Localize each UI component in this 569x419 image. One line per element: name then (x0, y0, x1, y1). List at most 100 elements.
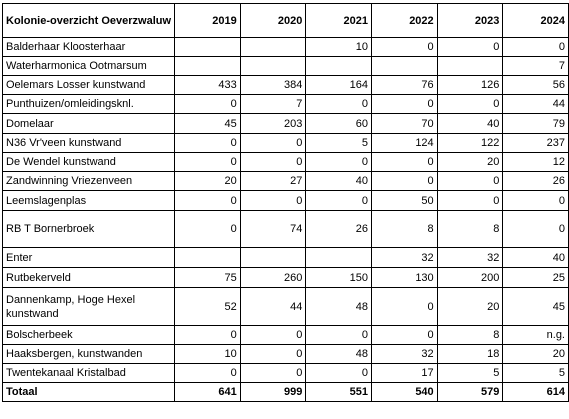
table-row: Leemslagenplas 0 0 0 50 0 0 (1, 190, 569, 211)
total-cell: 540 (371, 382, 438, 402)
count-cell: 0 (371, 94, 438, 114)
count-cell: 0 (502, 37, 569, 57)
location-name: RB T Bornerbroek (1, 210, 176, 248)
count-cell: 384 (239, 75, 307, 95)
count-cell: 0 (502, 210, 569, 248)
count-cell: 25 (502, 267, 569, 288)
count-cell: 20 (436, 287, 504, 326)
count-cell (305, 56, 373, 76)
count-cell: 48 (305, 287, 373, 326)
count-cell: 0 (305, 94, 373, 114)
count-cell: 32 (436, 247, 504, 268)
year-header: 2019 (174, 3, 241, 38)
count-cell: 126 (436, 75, 504, 95)
count-cell: 0 (174, 152, 241, 172)
count-cell: 0 (239, 363, 307, 383)
header-row: Kolonie-overzicht Oeverzwaluw 2019 2020 … (1, 3, 569, 38)
count-cell (239, 37, 307, 57)
count-cell: 0 (239, 190, 307, 211)
count-cell: 200 (436, 267, 504, 288)
location-name: De Wendel kunstwand (1, 152, 176, 172)
count-cell (305, 247, 373, 268)
total-cell: 641 (174, 382, 241, 402)
count-cell: 26 (305, 210, 373, 248)
count-cell: 40 (305, 171, 373, 191)
count-cell: 8 (436, 325, 504, 345)
count-cell: 10 (305, 37, 373, 57)
count-cell (174, 56, 241, 76)
count-cell: 27 (239, 171, 307, 191)
count-cell: 32 (371, 344, 438, 364)
count-cell: 40 (436, 113, 504, 134)
total-cell: 551 (305, 382, 373, 402)
count-cell: 76 (371, 75, 438, 95)
count-cell: 12 (502, 152, 569, 172)
count-cell: 8 (436, 210, 504, 248)
table-row: Haaksbergen, kunstwanden 10 0 48 32 18 20 (1, 344, 569, 364)
count-cell: 7 (239, 94, 307, 114)
count-cell: 60 (305, 113, 373, 134)
count-cell: 433 (174, 75, 241, 95)
count-cell: 75 (174, 267, 241, 288)
location-name: Dannenkamp, Hoge Hexel kunstwand (1, 287, 176, 326)
count-cell: 20 (502, 344, 569, 364)
count-cell: 0 (371, 37, 438, 57)
count-cell: 0 (239, 152, 307, 172)
count-cell: 5 (305, 133, 373, 153)
count-cell: 130 (371, 267, 438, 288)
count-cell: 0 (436, 94, 504, 114)
count-cell: n.g. (502, 325, 569, 345)
year-header: 2021 (305, 3, 373, 38)
year-header: 2022 (371, 3, 438, 38)
count-cell: 17 (371, 363, 438, 383)
count-cell: 32 (371, 247, 438, 268)
count-cell: 44 (502, 94, 569, 114)
count-cell (174, 247, 241, 268)
count-cell: 0 (239, 325, 307, 345)
location-name: Oelemars Losser kunstwand (1, 75, 176, 95)
table-row: Dannenkamp, Hoge Hexel kunstwand 52 44 48 0 2… (1, 287, 569, 326)
location-name: Punthuizen/omleidingsknl. (1, 94, 176, 114)
location-name: Zandwinning Vriezenveen (1, 171, 176, 191)
count-cell: 18 (436, 344, 504, 364)
count-cell: 122 (436, 133, 504, 153)
total-cell: 614 (502, 382, 569, 402)
count-cell (239, 56, 307, 76)
table-row: Balderhaar Kloosterhaar 10 0 0 0 (1, 37, 569, 57)
count-cell (174, 37, 241, 57)
table-row: N36 Vr'veen kunstwand 0 0 5 124 122 237 (1, 133, 569, 153)
count-cell: 20 (436, 152, 504, 172)
table-row: Waterharmonica Ootmarsum 7 (1, 56, 569, 76)
location-name: Enter (1, 247, 176, 268)
table-row: Enter 32 32 40 (1, 247, 569, 268)
count-cell: 0 (371, 287, 438, 326)
colony-overview-table: Kolonie-overzicht Oeverzwaluw 2019 2020 … (1, 3, 569, 402)
count-cell (436, 56, 504, 76)
count-cell: 79 (502, 113, 569, 134)
count-cell: 0 (239, 344, 307, 364)
count-cell: 26 (502, 171, 569, 191)
location-name: N36 Vr'veen kunstwand (1, 133, 176, 153)
total-row: Totaal 641 999 551 540 579 614 (1, 382, 569, 402)
colony-table-container: Kolonie-overzicht Oeverzwaluw 2019 2020 … (1, 3, 569, 402)
count-cell (371, 56, 438, 76)
count-cell: 0 (305, 325, 373, 345)
count-cell: 164 (305, 75, 373, 95)
count-cell: 56 (502, 75, 569, 95)
year-header: 2023 (436, 3, 504, 38)
count-cell: 0 (174, 190, 241, 211)
count-cell: 0 (436, 171, 504, 191)
count-cell: 10 (174, 344, 241, 364)
location-name: Waterharmonica Ootmarsum (1, 56, 176, 76)
count-cell: 0 (174, 133, 241, 153)
location-name: Bolscherbeek (1, 325, 176, 345)
count-cell: 7 (502, 56, 569, 76)
total-cell: 579 (436, 382, 504, 402)
table-row: Punthuizen/omleidingsknl. 0 7 0 0 0 44 (1, 94, 569, 114)
location-name: Balderhaar Kloosterhaar (1, 37, 176, 57)
count-cell: 0 (174, 210, 241, 248)
count-cell: 124 (371, 133, 438, 153)
table-row: Domelaar 45 203 60 70 40 79 (1, 113, 569, 134)
count-cell: 0 (174, 94, 241, 114)
table-row: Oelemars Losser kunstwand 433 384 164 76 126 5… (1, 75, 569, 95)
